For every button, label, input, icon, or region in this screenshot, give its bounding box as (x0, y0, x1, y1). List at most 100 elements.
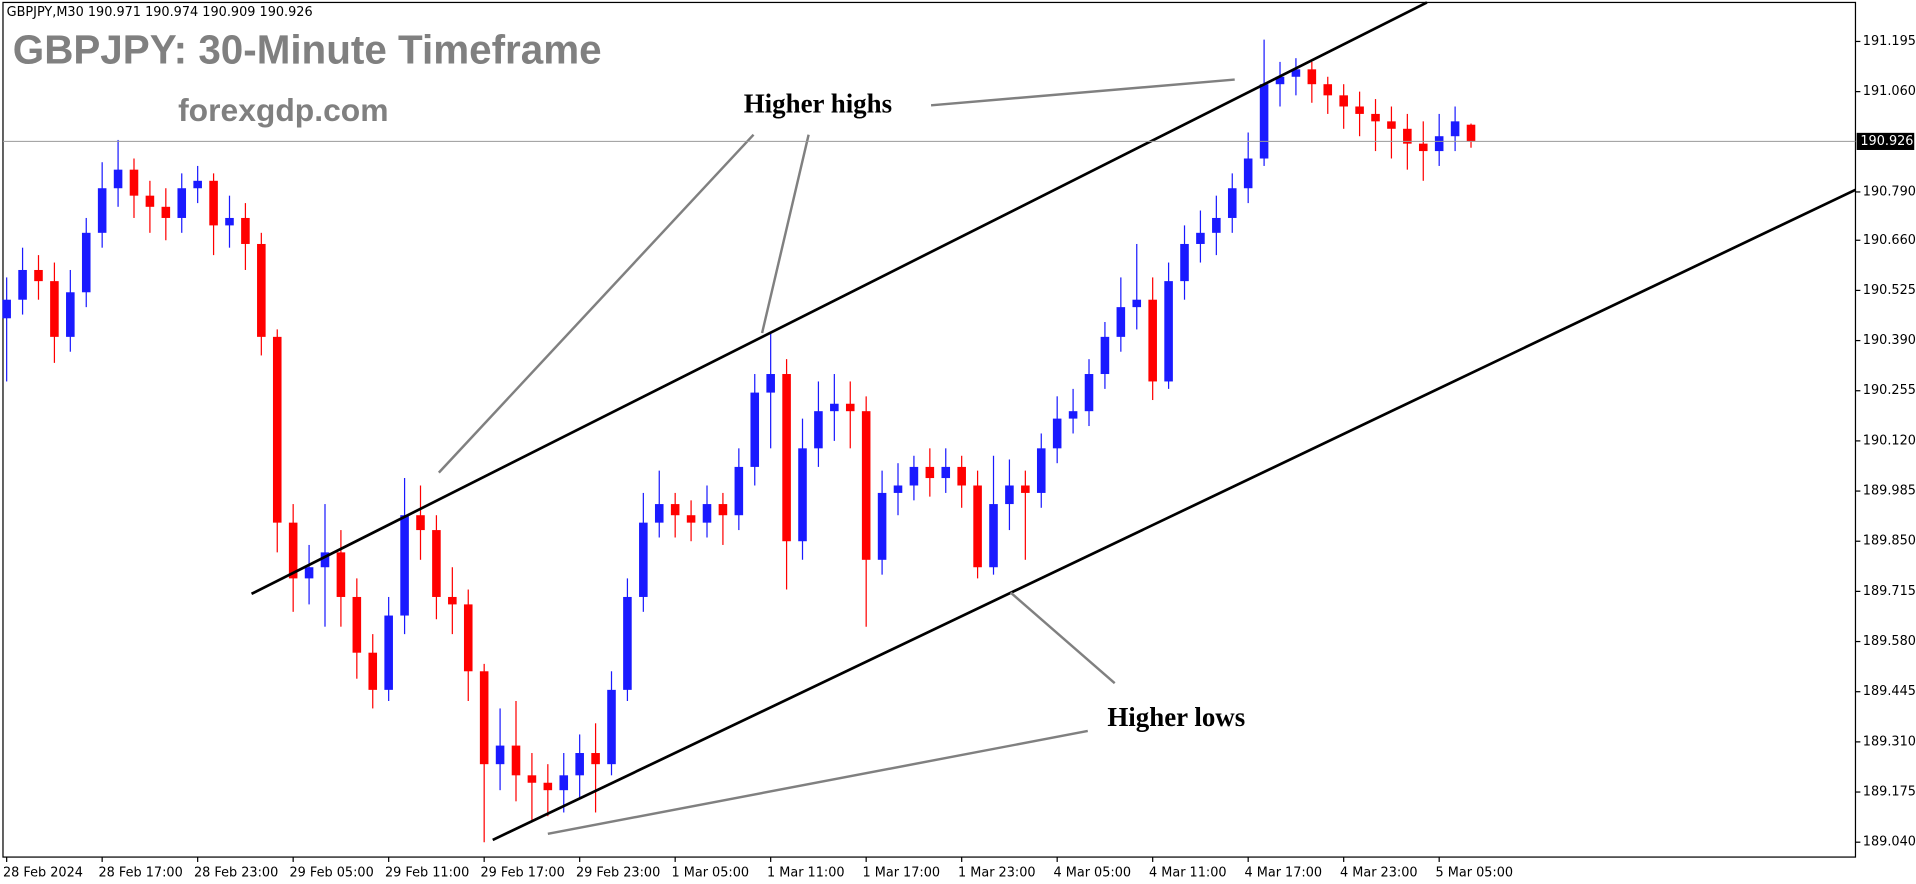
x-tick-label: 4 Mar 23:00 (1340, 865, 1418, 880)
y-tick-label: 189.850 (1863, 534, 1916, 549)
candle-body (989, 504, 998, 568)
y-tick-label: 190.525 (1863, 283, 1916, 298)
x-tick-label: 29 Feb 11:00 (385, 865, 469, 880)
x-tick-label: 4 Mar 11:00 (1149, 865, 1227, 880)
annotation: Higher highs (744, 89, 892, 119)
y-tick-label: 190.790 (1863, 184, 1916, 199)
candle-body (432, 530, 441, 597)
candle-body (639, 522, 648, 597)
candle-body (925, 466, 935, 479)
candle-body (1355, 106, 1364, 114)
candle-body (193, 180, 202, 189)
candle-body (909, 466, 919, 486)
candle-body (1052, 418, 1062, 449)
x-tick-label: 29 Feb 23:00 (576, 865, 660, 880)
last-price-label: 190.926 (1860, 134, 1913, 149)
subtitle: forexgdp.com (178, 92, 388, 128)
y-tick-label: 191.060 (1863, 84, 1916, 99)
candle-body (448, 596, 457, 605)
candle-body (766, 374, 775, 393)
candle-body (1036, 448, 1046, 493)
candle-body (18, 269, 27, 300)
x-tick-label: 29 Feb 17:00 (480, 865, 564, 880)
candle-body (1180, 243, 1189, 282)
plot-frame (2, 1, 1857, 858)
candle-body (177, 188, 187, 218)
pointer (547, 729, 1089, 836)
candle-body (702, 504, 712, 523)
candle-body (750, 392, 760, 467)
candle-body (1403, 128, 1412, 144)
candle-body (1243, 158, 1253, 189)
pointers (437, 78, 1235, 836)
candle-body (1291, 69, 1301, 77)
annotation: Higher lows (1107, 702, 1245, 732)
candle-body (1275, 76, 1285, 85)
candle-body (575, 753, 584, 776)
x-tick-label: 1 Mar 23:00 (958, 865, 1036, 880)
candle-body (209, 180, 218, 226)
candle-body (1434, 136, 1444, 152)
candle-body (1387, 121, 1396, 129)
y-tick-label: 190.255 (1863, 383, 1916, 398)
candle-body (1339, 95, 1348, 107)
candle-body (241, 217, 250, 244)
candle-body (957, 466, 966, 486)
candle-body (559, 775, 569, 791)
x-tick-label: 1 Mar 11:00 (767, 865, 845, 880)
x-tick-label: 29 Feb 05:00 (289, 865, 373, 880)
candle-body (527, 775, 537, 783)
candle-body (368, 652, 378, 690)
candle-body (113, 169, 123, 189)
pointer (437, 133, 755, 474)
candle-body (1100, 336, 1110, 375)
candle-body (941, 466, 951, 479)
pointer (760, 134, 810, 334)
candle-body (145, 195, 155, 207)
x-tick-label: 4 Mar 17:00 (1245, 865, 1323, 880)
y-tick-label: 189.985 (1863, 484, 1916, 499)
candle-body (1005, 485, 1014, 505)
candle-body (304, 567, 314, 579)
candle-body (1212, 217, 1221, 233)
candle-body (1323, 84, 1333, 96)
candle-body (1466, 124, 1476, 142)
candle-body (384, 615, 393, 690)
y-tick-label: 190.390 (1863, 333, 1916, 348)
candle-body (1259, 84, 1269, 159)
candle-body (416, 515, 425, 531)
y-tick-label: 189.175 (1863, 785, 1916, 800)
candle-body (1196, 232, 1205, 244)
candle-body (1450, 121, 1460, 137)
x-tick-label: 5 Mar 05:00 (1436, 865, 1514, 880)
header-low: 190.909 (202, 5, 255, 20)
candle-body (1116, 307, 1126, 337)
candle-body (830, 403, 839, 412)
candle-body (607, 689, 616, 765)
x-tick-label: 1 Mar 17:00 (862, 865, 940, 880)
pointer (930, 78, 1235, 107)
y-tick-label: 189.715 (1863, 584, 1916, 599)
candle-body (814, 411, 823, 449)
candle-body (1148, 299, 1157, 382)
candle-body (686, 515, 696, 523)
candle-body (257, 243, 266, 337)
last-price-tag (1856, 132, 1915, 150)
candle-body (34, 269, 43, 282)
candle-body (129, 169, 139, 196)
marks (2, 39, 1476, 843)
y-tick-label: 190.660 (1863, 233, 1916, 248)
candle-body (543, 782, 553, 791)
candle-body (81, 232, 91, 293)
y-tick-label: 191.195 (1863, 34, 1916, 49)
pointer (1009, 591, 1116, 685)
candle-body (272, 336, 282, 523)
candle-body (1132, 299, 1142, 308)
candle-body (718, 504, 728, 516)
symbol-header: GBPJPY,M30 190.971 190.974 190.909 190.9… (7, 5, 313, 20)
candle-body (479, 671, 489, 765)
header-open: 190.971 (88, 5, 141, 20)
x-tick-label: 28 Feb 23:00 (194, 865, 278, 880)
candle-body (654, 504, 664, 523)
